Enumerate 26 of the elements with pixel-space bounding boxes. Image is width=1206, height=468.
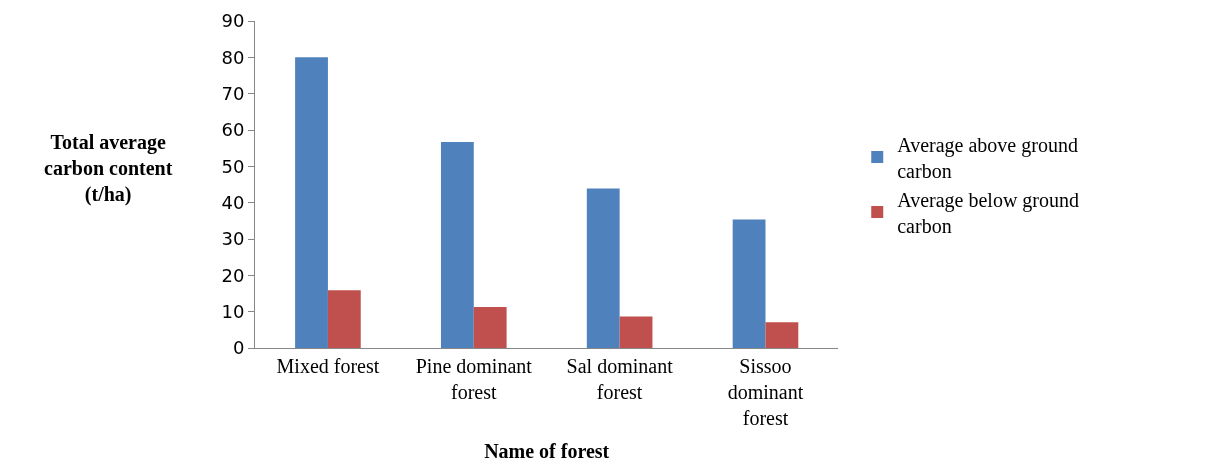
x-tick-label: Sissoo dominant forest (727, 355, 804, 429)
bar (473, 306, 507, 348)
bar (586, 188, 620, 348)
bar (440, 141, 474, 348)
legend-label: Average below ground carbon (897, 188, 1080, 237)
x-tick-label: Sal dominant forest (566, 355, 674, 403)
y-tick-label: 40 (221, 191, 245, 213)
bar (765, 322, 799, 348)
y-tick-label: 10 (221, 300, 245, 322)
y-tick-label: 70 (221, 82, 245, 104)
y-tick-label: 0 (232, 337, 245, 359)
y-tick-label: 80 (221, 46, 245, 68)
bar (295, 57, 328, 348)
bar (327, 290, 361, 348)
y-tick-label: 30 (221, 228, 245, 250)
bar (732, 219, 766, 348)
x-tick-label: Pine dominant forest (415, 355, 533, 403)
y-tick-label: 90 (221, 10, 245, 32)
y-tick-label: 50 (221, 155, 245, 177)
legend-label: Average above ground carbon (897, 133, 1078, 182)
x-tick-label: Mixed forest (276, 355, 380, 377)
y-tick-label: 20 (221, 264, 245, 286)
bar (619, 316, 653, 348)
y-tick-label: 60 (221, 119, 245, 141)
x-axis-title: Name of forest (484, 439, 610, 462)
y-axis-title: Total average carbon content (t/ha) (44, 131, 173, 206)
